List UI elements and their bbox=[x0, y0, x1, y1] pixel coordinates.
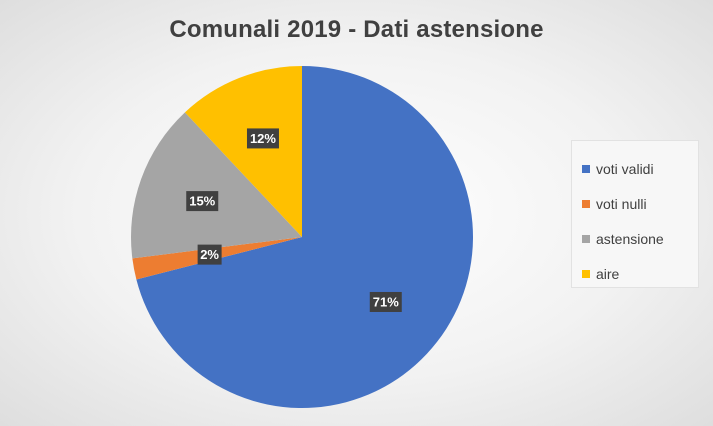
legend-swatch bbox=[582, 164, 590, 173]
data-label-box bbox=[369, 291, 402, 312]
data-label-text: 2% bbox=[200, 247, 219, 262]
legend-item-voti-nulli: voti nulli bbox=[582, 186, 698, 221]
legend-label: voti nulli bbox=[596, 195, 647, 212]
pie-slice-voti-validi bbox=[136, 66, 473, 408]
legend-item-voti-validi: voti validi bbox=[582, 151, 698, 186]
legend-label: astensione bbox=[596, 230, 664, 247]
legend-swatch bbox=[582, 199, 590, 208]
pie-slice-astensione bbox=[131, 112, 302, 259]
legend-label: voti validi bbox=[596, 160, 654, 177]
data-label-aire: 12% bbox=[246, 128, 279, 149]
legend-item-astensione: astensione bbox=[582, 221, 698, 256]
legend-swatch bbox=[582, 269, 590, 278]
chart-title: Comunali 2019 - Dati astensione bbox=[169, 16, 544, 43]
legend: voti validi voti nulli astensione aire bbox=[571, 140, 699, 288]
data-label-text: 15% bbox=[189, 194, 215, 209]
data-label-box bbox=[197, 244, 222, 265]
legend-item-aire: aire bbox=[582, 256, 698, 291]
data-label-box bbox=[186, 191, 219, 212]
data-label-box bbox=[246, 128, 279, 149]
legend-swatch bbox=[582, 234, 590, 243]
pie-slice-aire bbox=[184, 66, 302, 237]
data-label-text: 12% bbox=[250, 131, 276, 146]
data-label-voti-nulli: 2% bbox=[197, 244, 222, 265]
legend-label: aire bbox=[596, 265, 620, 282]
data-label-astensione: 15% bbox=[186, 191, 219, 212]
data-label-voti-validi: 71% bbox=[369, 291, 402, 312]
data-label-text: 71% bbox=[373, 294, 399, 309]
